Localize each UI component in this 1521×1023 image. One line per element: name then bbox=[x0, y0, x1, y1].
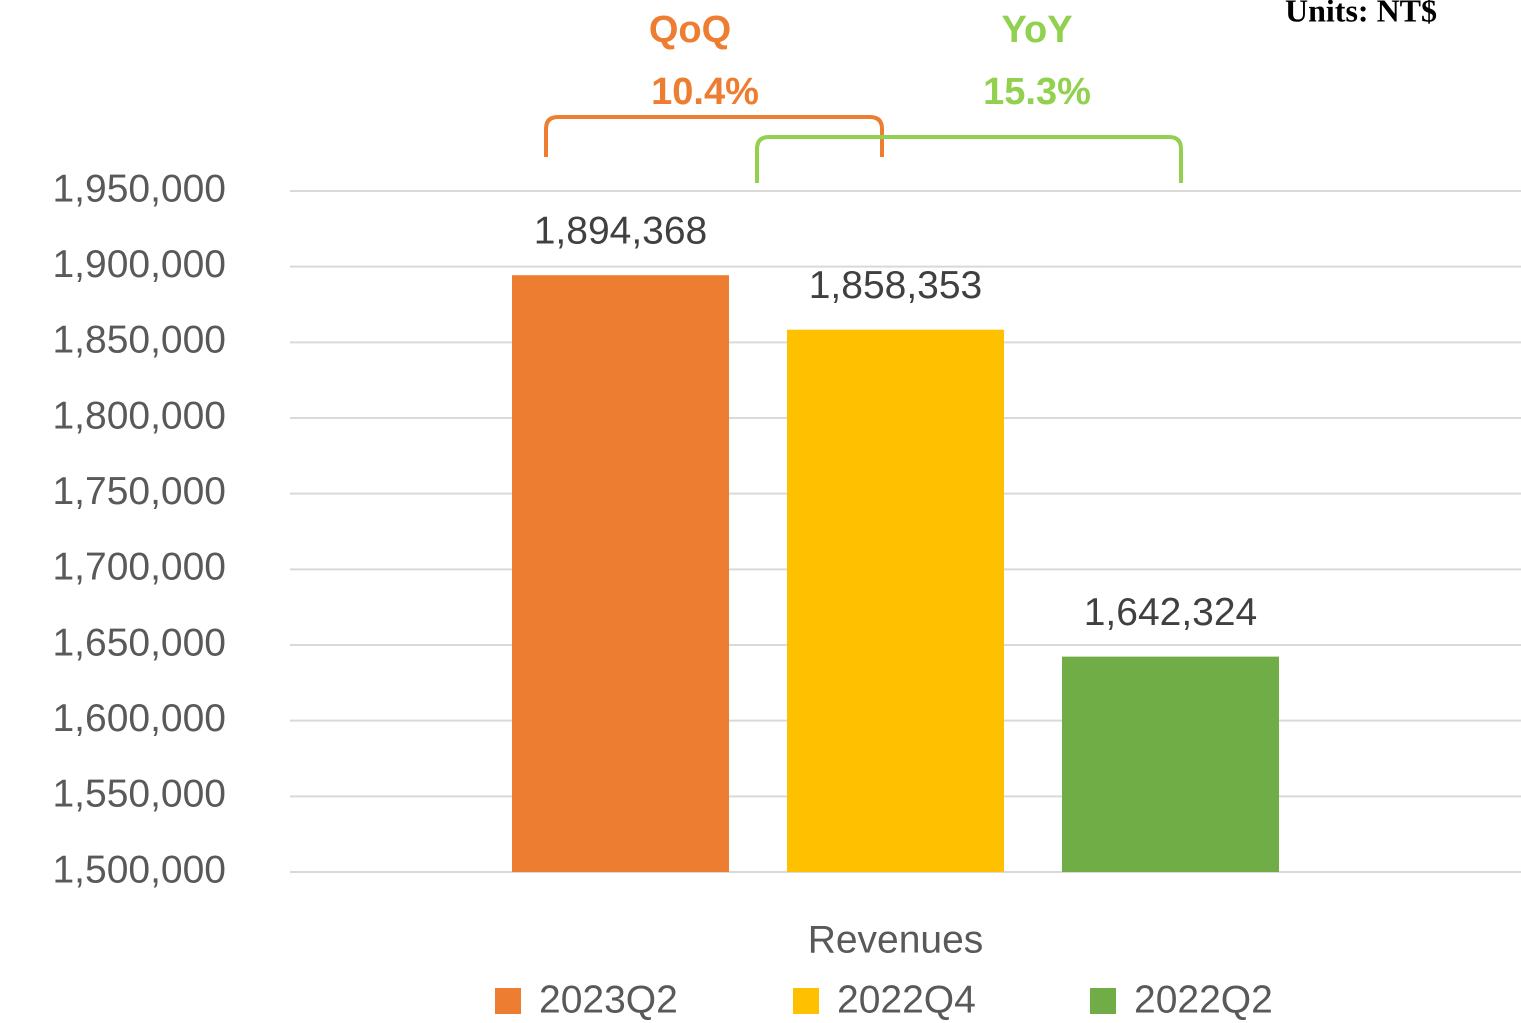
y-tick-label: 1,850,000 bbox=[52, 319, 226, 362]
y-tick-label: 1,800,000 bbox=[52, 394, 226, 437]
y-tick-label: 1,550,000 bbox=[52, 773, 226, 816]
value-label: 1,858,353 bbox=[809, 264, 983, 307]
y-tick-label: 1,650,000 bbox=[52, 621, 226, 664]
annotation-title: QoQ bbox=[649, 9, 731, 51]
y-tick-label: 1,700,000 bbox=[52, 546, 226, 589]
bar bbox=[512, 275, 729, 872]
bar bbox=[1062, 656, 1279, 872]
y-tick-label: 1,500,000 bbox=[52, 848, 226, 891]
annotation-title: YoY bbox=[1001, 9, 1072, 51]
value-label: 1,642,324 bbox=[1084, 591, 1258, 634]
annotation-text: 10.4% bbox=[651, 71, 759, 113]
value-label: 1,894,368 bbox=[534, 209, 708, 252]
bracket bbox=[544, 115, 884, 157]
legend-swatch bbox=[793, 988, 819, 1014]
legend-swatch bbox=[495, 988, 521, 1014]
bracket bbox=[755, 135, 1183, 183]
y-tick-label: 1,950,000 bbox=[52, 167, 226, 210]
legend-label: 2022Q4 bbox=[837, 978, 976, 1021]
units-label: Units: NT$ bbox=[1285, 0, 1437, 28]
y-tick-label: 1,600,000 bbox=[52, 697, 226, 740]
y-tick-label: 1,750,000 bbox=[52, 470, 226, 513]
legend-label: 2023Q2 bbox=[539, 978, 678, 1021]
x-tick-label: Revenues bbox=[808, 918, 984, 961]
legend-label: 2022Q2 bbox=[1134, 978, 1273, 1021]
y-tick-label: 1,900,000 bbox=[52, 243, 226, 286]
annotation-text: 15.3% bbox=[983, 71, 1091, 113]
bar bbox=[787, 329, 1004, 872]
legend-swatch bbox=[1090, 988, 1116, 1014]
